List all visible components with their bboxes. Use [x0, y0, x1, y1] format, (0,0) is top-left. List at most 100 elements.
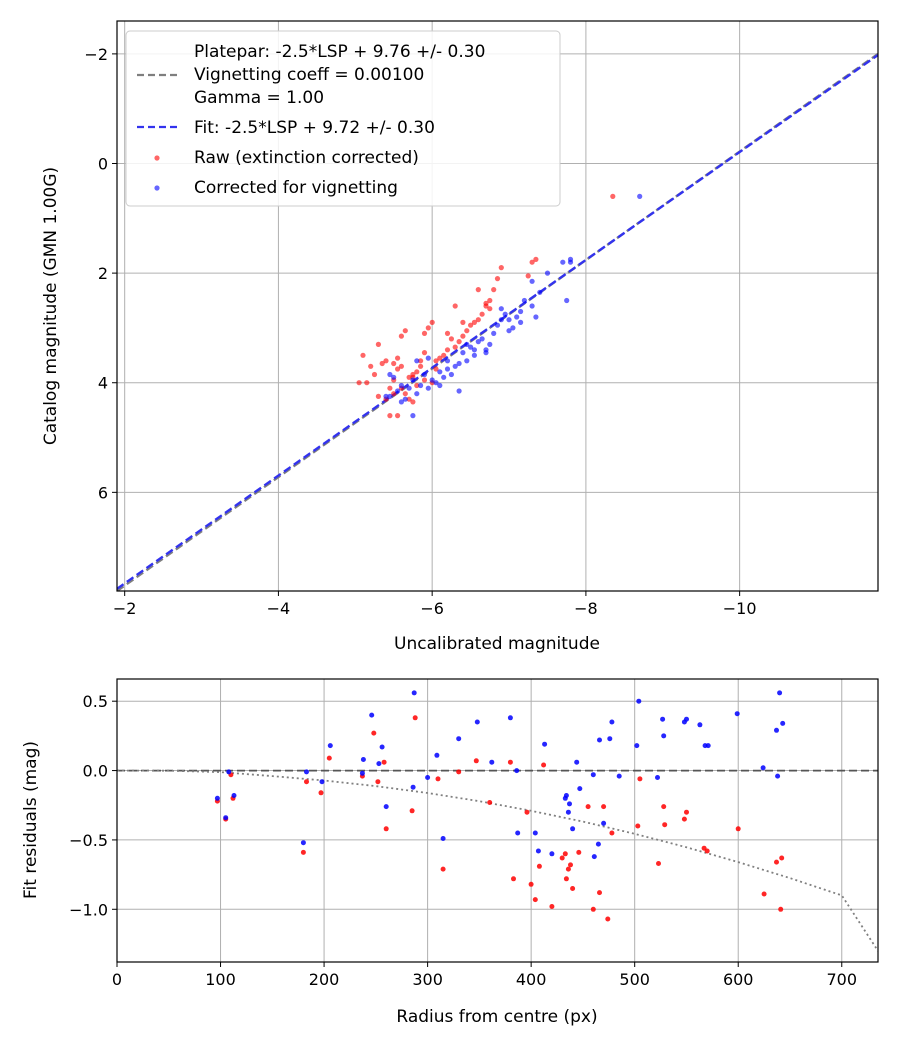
raw-point [487, 306, 493, 312]
corrected-point [360, 757, 366, 762]
raw-point [525, 273, 531, 279]
raw-point [487, 297, 493, 304]
corrected-point [425, 775, 431, 780]
corrected-point [444, 358, 451, 364]
residuals-y-axis-label: Fit residuals (mag) [21, 741, 41, 899]
raw-point [383, 826, 389, 832]
corrected-point [214, 795, 220, 801]
corrected-point [734, 711, 740, 717]
raw-point [487, 800, 493, 805]
corrected-point [429, 377, 435, 383]
legend-entry-corrected: Corrected for vignetting [194, 178, 398, 198]
corrected-point [542, 741, 548, 747]
corrected-point [410, 413, 416, 419]
raw-point [375, 341, 381, 347]
corrected-point [456, 360, 462, 367]
corrected-point [434, 752, 440, 758]
corrected-point [464, 358, 470, 364]
raw-point [491, 287, 497, 293]
corrected-point [327, 743, 333, 749]
legend-entry-fit: Fit: -2.5*LSP + 9.72 +/- 0.30 [194, 118, 435, 138]
corrected-point [398, 399, 404, 405]
raw-point [609, 830, 615, 836]
raw-point [460, 333, 466, 339]
corrected-point [398, 382, 404, 389]
legend-box [125, 30, 561, 207]
corrected-point [705, 743, 711, 749]
raw-point [662, 822, 668, 828]
raw-point [414, 369, 420, 375]
corrected-point [421, 371, 428, 378]
raw-point [435, 776, 441, 782]
raw-point [610, 193, 616, 199]
raw-point [379, 360, 385, 367]
raw-point [375, 393, 381, 399]
corrected-point [440, 836, 446, 841]
raw-point [637, 776, 643, 782]
corrected-point [544, 270, 551, 276]
corrected-point [444, 366, 451, 372]
corrected-point [494, 322, 501, 328]
corrected-point [402, 396, 408, 402]
raw-point [656, 861, 661, 866]
raw-point [779, 855, 785, 861]
corrected-point [410, 377, 416, 383]
corrected-point [514, 314, 520, 320]
corrected-point [521, 297, 528, 304]
y-tick-label: 6 [98, 483, 108, 502]
corrected-point [590, 772, 596, 778]
corrected-point [418, 382, 424, 389]
line-fit [117, 54, 878, 590]
corrected-point [460, 350, 466, 356]
raw-point [576, 849, 582, 855]
x-tick-label: 0 [112, 970, 122, 989]
line-vignetting-model [117, 769, 878, 952]
raw-point [704, 848, 710, 854]
y-tick-label: −1.0 [69, 900, 108, 919]
raw-point [387, 385, 393, 391]
corrected-point [456, 388, 462, 394]
corrected-point [535, 848, 541, 854]
legend-corrected-dot-swatch [154, 185, 160, 191]
raw-point [635, 823, 641, 829]
corrected-point [425, 385, 431, 391]
raw-point [452, 303, 458, 309]
corrected-point [532, 830, 538, 836]
corrected-point [597, 737, 602, 743]
raw-point [590, 906, 596, 912]
raw-point [421, 350, 428, 356]
corrected-point [376, 761, 382, 767]
corrected-point [468, 344, 474, 350]
raw-point [460, 319, 466, 325]
raw-point [391, 391, 397, 397]
raw-point [421, 330, 428, 336]
raw-point [433, 358, 439, 364]
residuals-x-axis-label: Radius from centre (px) [396, 1007, 597, 1027]
corrected-point [506, 317, 512, 323]
corrected-point [609, 719, 615, 725]
corrected-point [697, 722, 703, 728]
corrected-point [369, 712, 375, 718]
corrected-point [448, 371, 454, 378]
corrected-point [518, 319, 524, 325]
raw-point [456, 339, 462, 345]
corrected-point [661, 733, 667, 739]
raw-point [425, 325, 431, 331]
raw-point [507, 759, 513, 765]
raw-point [440, 866, 446, 872]
corrected-point [437, 369, 443, 375]
raw-point [326, 755, 332, 761]
raw-point [456, 769, 462, 775]
raw-point [398, 333, 404, 339]
corrected-point [491, 330, 497, 336]
raw-point [371, 730, 377, 736]
raw-point [549, 904, 555, 909]
y-tick-label: −2 [84, 45, 108, 64]
raw-point [375, 779, 381, 785]
raw-point [410, 399, 416, 405]
raw-point [778, 906, 784, 912]
raw-point [452, 344, 458, 350]
corrected-point [502, 311, 508, 317]
raw-point [475, 287, 481, 293]
corrected-point [406, 385, 412, 391]
